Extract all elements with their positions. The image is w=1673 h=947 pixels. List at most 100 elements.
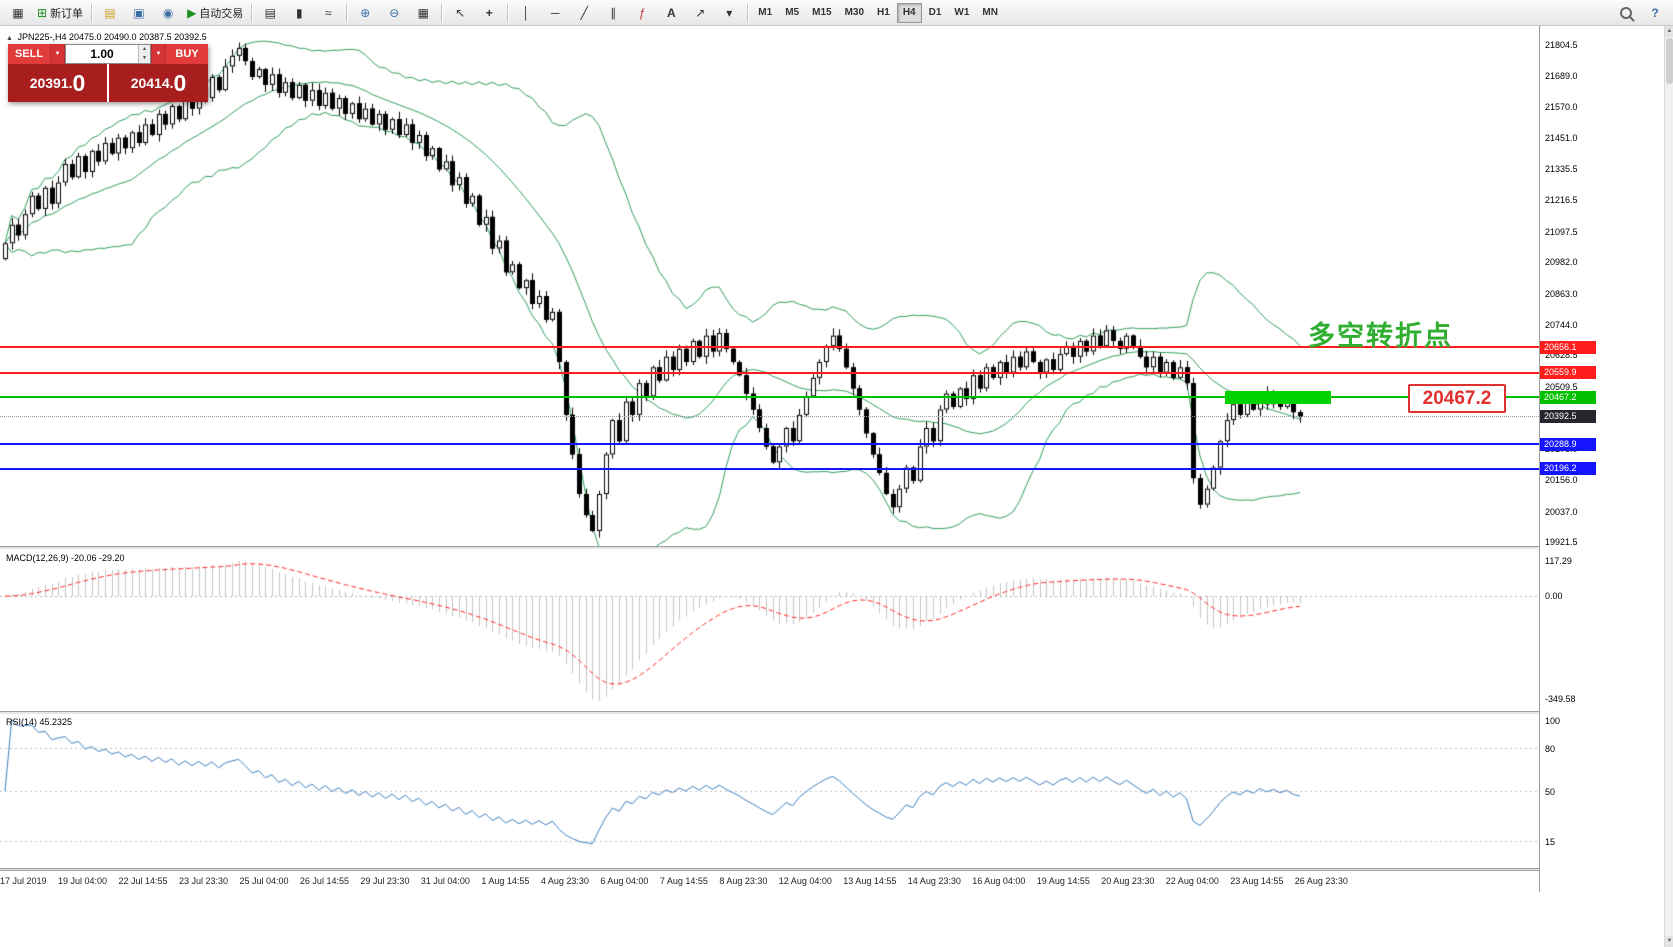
- indicators-button[interactable]: ◉: [154, 2, 182, 24]
- time-label: 29 Jul 23:30: [360, 876, 410, 886]
- hline-20196.2[interactable]: [0, 467, 1539, 470]
- volume-value[interactable]: 1.00: [90, 47, 114, 61]
- time-label: 31 Jul 04:00: [420, 876, 470, 886]
- timeframe-m1[interactable]: M1: [758, 7, 773, 18]
- volume-input[interactable]: 1.00 ▲ ▼: [65, 44, 151, 64]
- candlestick-button[interactable]: ▮: [285, 2, 313, 24]
- buy-dropdown[interactable]: ▼: [151, 44, 166, 64]
- hline-20467.2[interactable]: [0, 396, 1539, 399]
- price-chart-canvas[interactable]: [0, 26, 1538, 546]
- buy-button[interactable]: BUY: [166, 44, 208, 64]
- time-label: 19 Aug 14:55: [1036, 876, 1090, 886]
- timeframe-h4[interactable]: H4: [896, 2, 922, 23]
- annotation-text[interactable]: 多空转折点: [1308, 321, 1453, 352]
- autotrading-button[interactable]: ▶ 自动交易: [183, 2, 247, 24]
- rsi-canvas[interactable]: [0, 714, 1538, 868]
- new-chart-button[interactable]: ▦: [4, 2, 32, 24]
- pane-separator[interactable]: [0, 546, 1673, 549]
- sell-button[interactable]: SELL: [8, 44, 50, 64]
- time-label: 7 Aug 14:55: [659, 876, 708, 886]
- toolbar-separator: [747, 3, 749, 22]
- time-axis[interactable]: 17 Jul 2019 19 Jul 04:00 22 Jul 14:55 23 Ju…: [0, 870, 1673, 893]
- axis-tick-label: 117.29: [1545, 556, 1572, 566]
- timeframe-d1[interactable]: D1: [928, 7, 942, 18]
- horizontal-line-icon: ─: [551, 5, 560, 20]
- text-tool-button[interactable]: A: [657, 2, 685, 24]
- help-button[interactable]: ?: [1641, 2, 1669, 24]
- timeframe-mn[interactable]: MN: [982, 7, 998, 18]
- timeframe-m15[interactable]: M15: [812, 7, 832, 18]
- price-callout[interactable]: 20467.2: [1408, 384, 1506, 413]
- timeframe-m5[interactable]: M5: [785, 7, 800, 18]
- highlight-rectangle[interactable]: [1225, 391, 1331, 404]
- trendline-button[interactable]: ╱: [570, 2, 598, 24]
- line-chart-icon: ≈: [325, 5, 332, 20]
- scroll-down-icon[interactable]: ▼: [1665, 936, 1673, 947]
- objects-dropdown-button[interactable]: ▾: [715, 2, 743, 24]
- buy-price: 20414.: [130, 75, 174, 91]
- tile-windows-button[interactable]: ▦: [409, 2, 437, 24]
- search-icon: [1620, 6, 1632, 19]
- zoom-in-button[interactable]: ⊕: [351, 2, 379, 24]
- arrows-tool-button[interactable]: ↗: [686, 2, 714, 24]
- axis-tick-label: 21451.0: [1545, 133, 1578, 144]
- cursor-button[interactable]: ↖: [446, 2, 474, 24]
- axis-tick-label: 21804.5: [1545, 40, 1578, 51]
- bar-chart-button[interactable]: ▤: [256, 2, 284, 24]
- fibonacci-button[interactable]: ƒ: [628, 2, 656, 24]
- timeframe-w1[interactable]: W1: [954, 7, 970, 18]
- channel-button[interactable]: ∥: [599, 2, 627, 24]
- hline-20559.9[interactable]: [0, 371, 1539, 374]
- time-label: 6 Aug 04:00: [600, 876, 649, 886]
- toolbar-separator: [346, 3, 348, 22]
- scroll-up-icon[interactable]: ▲: [1665, 26, 1673, 37]
- axis-tick-label: 100: [1545, 716, 1561, 726]
- buy-price-big-digit: 0: [173, 69, 187, 96]
- toolbar-separator: [441, 3, 443, 22]
- ohlc-values: 20475.0 20490.0 20387.5 20392.5: [69, 32, 207, 42]
- horizontal-line-button[interactable]: ─: [541, 2, 569, 24]
- search-button[interactable]: [1612, 2, 1640, 24]
- axis-tick-label: 21097.5: [1545, 226, 1578, 237]
- axis-tick-label: 19921.5: [1545, 537, 1578, 548]
- axis-tick-label: 20982.0: [1545, 257, 1578, 268]
- hline-20392.5[interactable]: [0, 416, 1539, 418]
- zoom-out-button[interactable]: ⊖: [380, 2, 408, 24]
- trendline-icon: ╱: [580, 5, 588, 20]
- pane-separator: [0, 868, 1673, 871]
- crosshair-button[interactable]: +: [475, 2, 503, 24]
- macd-canvas[interactable]: [0, 549, 1538, 711]
- timeframe-m30[interactable]: M30: [844, 7, 865, 18]
- price-axis[interactable]: 21804.5 21689.0 21570.0 21451.0 21335.5 21216…: [1539, 26, 1665, 892]
- axis-tick-label: -349.58: [1545, 694, 1576, 704]
- sell-price-panel[interactable]: 20391. 0: [8, 64, 107, 102]
- hline-20656.1[interactable]: [0, 346, 1539, 349]
- new-order-button[interactable]: ⊞ 新订单: [33, 2, 87, 24]
- time-label: 8 Aug 23:30: [719, 876, 768, 886]
- line-chart-button[interactable]: ≈: [314, 2, 342, 24]
- price-badge: 20392.5: [1540, 410, 1596, 424]
- stepper-down-icon[interactable]: ▼: [139, 54, 150, 63]
- price-badge: 20196.2: [1540, 462, 1596, 476]
- pane-separator[interactable]: [0, 711, 1673, 714]
- time-label: 4 Aug 23:30: [540, 876, 589, 886]
- profiles-button[interactable]: ▤: [96, 2, 124, 24]
- time-label: 1 Aug 14:55: [481, 876, 530, 886]
- time-label: 20 Aug 23:30: [1101, 876, 1155, 886]
- new-order-label: 新订单: [50, 7, 84, 20]
- buy-price-panel[interactable]: 20414. 0: [109, 64, 208, 102]
- timeframe-h1[interactable]: H1: [877, 7, 890, 18]
- vertical-line-icon: │: [522, 5, 531, 20]
- time-label: 22 Jul 14:55: [118, 876, 168, 886]
- charts-button[interactable]: ▣: [125, 2, 153, 24]
- scrollbar-thumb[interactable]: [1666, 38, 1673, 84]
- indicators-icon: ◉: [162, 5, 174, 20]
- axis-tick-label: 50: [1545, 787, 1556, 797]
- vertical-scrollbar[interactable]: ▲ ▼: [1664, 26, 1673, 947]
- sell-dropdown[interactable]: ▼: [50, 44, 65, 64]
- stepper-up-icon[interactable]: ▲: [139, 45, 150, 54]
- vertical-line-button[interactable]: │: [512, 2, 540, 24]
- hline-20288.9[interactable]: [0, 443, 1539, 446]
- toolbar-separator: [507, 3, 509, 22]
- sell-price: 20391.: [29, 75, 73, 91]
